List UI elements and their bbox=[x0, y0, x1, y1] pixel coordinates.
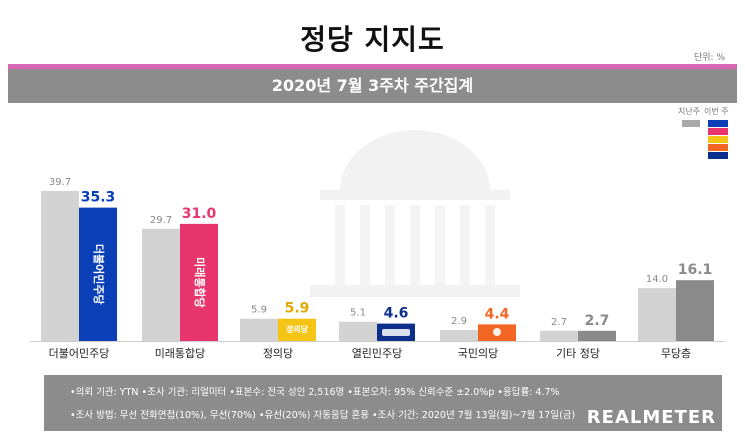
bar-prev bbox=[440, 330, 478, 341]
survey-info-line-2: •조사 방법: 무선 전화면접(10%), 무선(70%) •유선(20%) 자… bbox=[70, 407, 575, 421]
data-label-prev: 5.1 bbox=[350, 308, 366, 319]
data-label-prev: 2.7 bbox=[551, 317, 567, 328]
category-label: 기타 정당 bbox=[556, 347, 600, 360]
data-label-current: 2.7 bbox=[585, 313, 610, 329]
party-logo: 정의당 bbox=[286, 324, 309, 334]
data-label-prev: 14.0 bbox=[646, 274, 668, 285]
data-label-current: 4.6 bbox=[384, 306, 409, 322]
data-label-prev: 39.7 bbox=[49, 177, 71, 188]
category-label: 무당층 bbox=[661, 347, 691, 360]
category-label: 열린민주당 bbox=[352, 347, 403, 360]
data-label-prev: 29.7 bbox=[150, 215, 172, 226]
bar-prev bbox=[41, 191, 79, 341]
party-logo: 더불어민주당 bbox=[92, 244, 106, 305]
realmeter-logo: REALMETER bbox=[587, 407, 716, 428]
bar-prev bbox=[540, 331, 578, 341]
data-label-current: 5.9 bbox=[285, 301, 310, 317]
data-label-current: 31.0 bbox=[182, 206, 217, 222]
survey-info-line-1: •의뢰 기관: YTN •조사 기관: 리얼미터 •표본수: 전국 성인 2,5… bbox=[70, 384, 560, 398]
data-label-current: 35.3 bbox=[81, 190, 116, 206]
data-label-current: 4.4 bbox=[485, 306, 510, 322]
data-label-prev: 5.9 bbox=[251, 305, 267, 316]
party-logo-mark bbox=[382, 329, 410, 336]
bar-current bbox=[676, 280, 714, 341]
category-label: 정의당 bbox=[263, 347, 293, 360]
survey-info-footer: •의뢰 기관: YTN •조사 기관: 리얼미터 •표본수: 전국 성인 2,5… bbox=[44, 375, 722, 431]
party-logo: 미래통합당 bbox=[193, 257, 207, 308]
bar-current bbox=[578, 331, 616, 341]
category-label: 미래통합당 bbox=[155, 347, 206, 360]
bar-prev bbox=[339, 322, 377, 341]
bar-prev bbox=[142, 229, 180, 341]
bar-prev bbox=[638, 288, 676, 341]
data-label-prev: 2.9 bbox=[451, 316, 467, 327]
category-label: 국민의당 bbox=[458, 347, 498, 360]
category-label: 더불어민주당 bbox=[49, 347, 110, 360]
data-label-current: 16.1 bbox=[678, 262, 713, 278]
bar-prev bbox=[240, 319, 278, 341]
party-logo-mark bbox=[493, 328, 501, 336]
